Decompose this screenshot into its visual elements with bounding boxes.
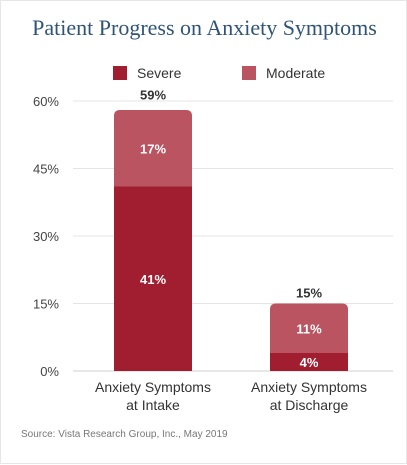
bar-data-label: 41% (140, 272, 166, 287)
bar-segment-moderate (270, 303, 348, 353)
y-tick-label: 15% (33, 297, 59, 312)
bar-data-label: 4% (300, 355, 319, 370)
chart-title: Patient Progress on Anxiety Symptoms (32, 15, 377, 40)
x-tick-label: Anxiety Symptoms (251, 379, 367, 395)
y-tick-label: 0% (40, 364, 59, 379)
legend-item-moderate: Moderate (242, 65, 325, 81)
bar-segment-severe (114, 186, 192, 371)
bar-total-label: 15% (296, 286, 322, 301)
legend-label-moderate: Moderate (266, 65, 326, 81)
legend-item-severe: Severe (113, 65, 181, 81)
y-tick-label: 60% (33, 94, 59, 109)
bar-segment-moderate (114, 110, 192, 187)
x-tick-label: Anxiety Symptoms (95, 379, 211, 395)
x-tick-label: at Discharge (270, 397, 349, 413)
bar-data-label: 17% (140, 141, 166, 156)
bar-total-label: 59% (140, 88, 166, 103)
bar-data-label: 11% (296, 321, 322, 336)
x-tick-label: at Intake (126, 397, 180, 413)
legend-swatch-severe (113, 66, 127, 80)
legend-label-severe: Severe (137, 65, 182, 81)
y-tick-label: 45% (33, 162, 59, 177)
bar-segment-severe (270, 353, 348, 371)
source-note: Source: Vista Research Group, Inc., May … (21, 429, 228, 440)
legend-swatch-moderate (242, 66, 256, 80)
y-tick-label: 30% (33, 229, 59, 244)
